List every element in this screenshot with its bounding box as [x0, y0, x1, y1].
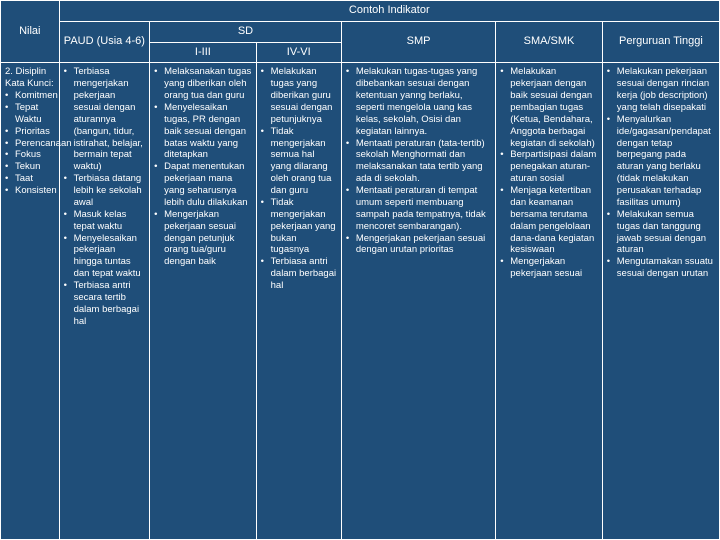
- pt-list: Melakukan pekerjaan sesuai dengan rincia…: [607, 66, 715, 280]
- table-row: 2. Disiplin Kata Kunci: Komitmen Tepat W…: [1, 63, 720, 540]
- list-item: Terbiasa datang lebih ke sekolah awal: [64, 173, 146, 209]
- cell-pt: Melakukan pekerjaan sesuai dengan rincia…: [602, 63, 719, 540]
- list-item: Tekun: [5, 161, 55, 173]
- list-item: Taat: [5, 173, 55, 185]
- cell-sd2: Melakukan tugas yang diberikan guru sesu…: [256, 63, 341, 540]
- list-item: Mentaati peraturan di tempat umum sepert…: [346, 185, 491, 233]
- indicator-table: Nilai Contoh Indikator PAUD (Usia 4-6) S…: [0, 0, 720, 540]
- list-item: Berpartisipasi dalam penegakan aturan-at…: [500, 149, 598, 185]
- list-item: Masuk kelas tepat waktu: [64, 209, 146, 233]
- cell-paud: Terbiasa mengerjakan pekerjaan sesuai de…: [59, 63, 150, 540]
- list-item: Dapat menentukan pekerjaan mana yang seh…: [154, 161, 252, 209]
- list-item: Mengerjakan pekerjaan sesuai dengan urut…: [346, 233, 491, 257]
- list-item: Melakukan tugas yang diberikan guru sesu…: [261, 66, 337, 125]
- cell-nilai: 2. Disiplin Kata Kunci: Komitmen Tepat W…: [1, 63, 60, 540]
- cell-sd1: Melaksanakan tugas yang diberikan oleh o…: [150, 63, 257, 540]
- sma-list: Melakukan pekerjaan dengan baik sesuai d…: [500, 66, 598, 280]
- cell-smp: Melakukan tugas-tugas yang dibebankan se…: [341, 63, 495, 540]
- header-sma: SMA/SMK: [496, 21, 603, 63]
- header-pt: Perguruan Tinggi: [602, 21, 719, 63]
- list-item: Prioritas: [5, 126, 55, 138]
- list-item: Terbiasa antri secara tertib dalam berba…: [64, 280, 146, 328]
- paud-list: Terbiasa mengerjakan pekerjaan sesuai de…: [64, 66, 146, 327]
- header-sd-i-iii: I-III: [150, 42, 257, 63]
- header-sd: SD: [150, 21, 342, 42]
- header-nilai: Nilai: [1, 1, 60, 63]
- list-item: Mengerjakan pekerjaan sesuai: [500, 256, 598, 280]
- sd2-list: Melakukan tugas yang diberikan guru sesu…: [261, 66, 337, 292]
- list-item: Mengutamakan ssuatu sesuai dengan urutan: [607, 256, 715, 280]
- list-item: Melakukan tugas-tugas yang dibebankan se…: [346, 66, 491, 137]
- header-contoh: Contoh Indikator: [59, 1, 719, 22]
- list-item: Menyelesaikan pekerjaan hingga tuntas da…: [64, 233, 146, 281]
- list-item: Melakukan pekerjaan dengan baik sesuai d…: [500, 66, 598, 149]
- nilai-list: Komitmen Tepat Waktu Prioritas Perencana…: [5, 90, 55, 197]
- list-item: Menyelesaikan tugas, PR dengan baik sesu…: [154, 102, 252, 161]
- list-item: Konsisten: [5, 185, 55, 197]
- header-sd-iv-vi: IV-VI: [256, 42, 341, 63]
- list-item: Tidak mengerjakan semua hal yang dilaran…: [261, 126, 337, 197]
- list-item: Terbiasa mengerjakan pekerjaan sesuai de…: [64, 66, 146, 173]
- smp-list: Melakukan tugas-tugas yang dibebankan se…: [346, 66, 491, 256]
- header-paud: PAUD (Usia 4-6): [59, 21, 150, 63]
- list-item: Melaksanakan tugas yang diberikan oleh o…: [154, 66, 252, 102]
- list-item: Melakukan semua tugas dan tanggung jawab…: [607, 209, 715, 257]
- list-item: Tidak mengerjakan pekerjaan yang bukan t…: [261, 197, 337, 256]
- cell-sma: Melakukan pekerjaan dengan baik sesuai d…: [496, 63, 603, 540]
- nilai-kata: Kata Kunci:: [5, 78, 55, 90]
- list-item: Mengerjakan pekerjaan sesuai dengan petu…: [154, 209, 252, 268]
- header-smp: SMP: [341, 21, 495, 63]
- list-item: Menyalurkan ide/gagasan/pendapat dengan …: [607, 114, 715, 209]
- list-item: Menjaga ketertiban dan keamanan bersama …: [500, 185, 598, 256]
- list-item: Komitmen: [5, 90, 55, 102]
- nilai-title: 2. Disiplin: [5, 66, 55, 78]
- list-item: Terbiasa antri dalam berbagai hal: [261, 256, 337, 292]
- sd1-list: Melaksanakan tugas yang diberikan oleh o…: [154, 66, 252, 268]
- list-item: Tepat Waktu: [5, 102, 55, 126]
- list-item: Fokus: [5, 149, 55, 161]
- list-item: Perencanaan: [5, 138, 55, 150]
- list-item: Melakukan pekerjaan sesuai dengan rincia…: [607, 66, 715, 114]
- list-item: Mentaati peraturan (tata-tertib) sekolah…: [346, 138, 491, 186]
